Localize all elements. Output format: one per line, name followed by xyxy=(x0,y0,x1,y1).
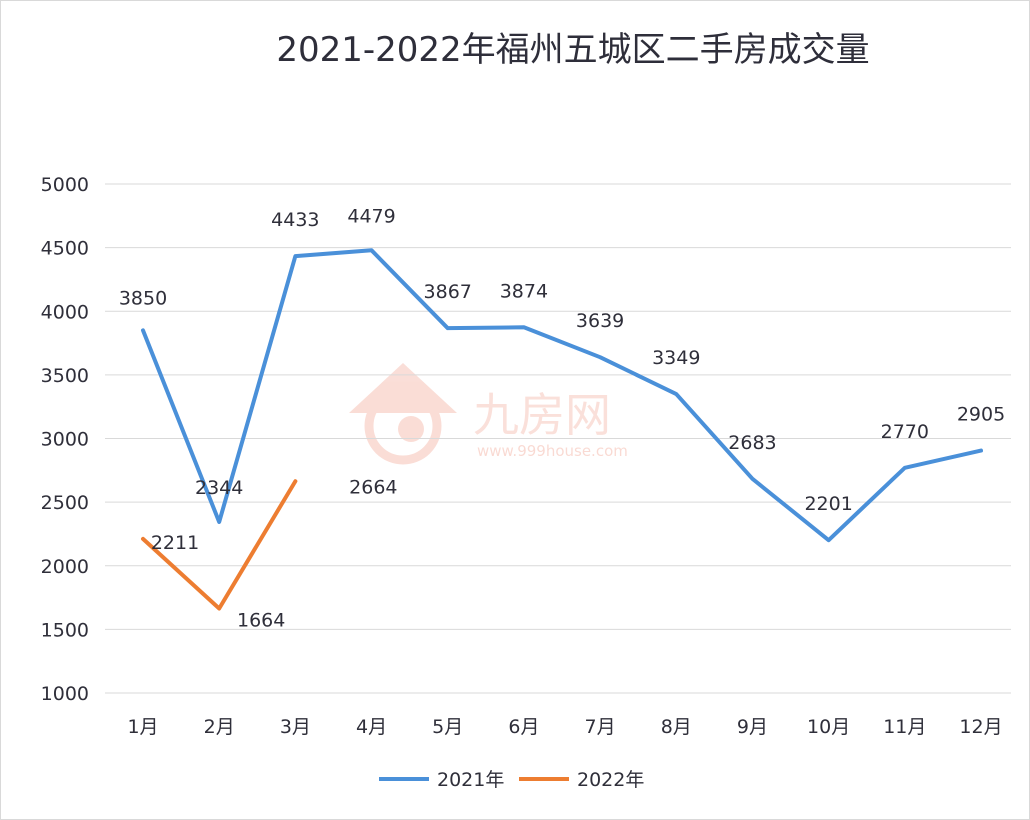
data-labels: 3850 2344 4433 4479 3867 3874 3639 3349 2683 2201… xyxy=(119,205,1005,631)
data-label: 3850 xyxy=(119,287,167,309)
data-label: 4479 xyxy=(347,205,395,227)
grid-lines xyxy=(105,183,1011,694)
x-tick-label: 2月 xyxy=(204,716,235,738)
y-tick-label: 4500 xyxy=(41,238,89,260)
x-tick-label: 9月 xyxy=(737,716,768,738)
y-tick-label: 1500 xyxy=(41,619,89,641)
data-label: 4433 xyxy=(271,209,319,231)
legend-label: 2021年 xyxy=(437,769,504,791)
series-line xyxy=(141,248,983,543)
house-logo-icon xyxy=(349,363,457,465)
y-tick-label: 4000 xyxy=(41,301,89,323)
data-label: 3867 xyxy=(424,281,472,303)
watermark-url: www.999house.com xyxy=(477,442,628,460)
y-axis: 1000 1500 2000 2500 3000 3500 4000 4500 5000 xyxy=(41,174,89,705)
data-label: 3349 xyxy=(652,347,700,369)
data-label: 3874 xyxy=(500,280,548,302)
x-tick-label: 10月 xyxy=(807,716,850,738)
x-tick-label: 12月 xyxy=(959,716,1002,738)
data-label: 2664 xyxy=(349,476,397,498)
y-tick-label: 3500 xyxy=(41,365,89,387)
data-label: 2201 xyxy=(804,493,852,515)
y-tick-label: 5000 xyxy=(41,174,89,196)
x-tick-label: 8月 xyxy=(661,716,692,738)
data-label: 2905 xyxy=(957,404,1005,426)
y-tick-label: 3000 xyxy=(41,429,89,451)
legend: 2021年 2022年 xyxy=(379,769,644,791)
x-tick-label: 11月 xyxy=(883,716,926,738)
data-label: 2770 xyxy=(881,421,929,443)
y-tick-label: 1000 xyxy=(41,683,89,705)
x-tick-label: 3月 xyxy=(280,716,311,738)
y-tick-label: 2500 xyxy=(41,492,89,514)
data-label: 2344 xyxy=(195,477,243,499)
data-label: 2211 xyxy=(151,532,199,554)
series-lines xyxy=(141,248,983,611)
x-tick-label: 1月 xyxy=(127,716,158,738)
data-label: 1664 xyxy=(237,610,285,632)
legend-label: 2022年 xyxy=(577,769,644,791)
x-tick-label: 7月 xyxy=(585,716,616,738)
watermark-brand: 九房网 xyxy=(473,388,611,442)
x-axis: 1月 2月 3月 4月 5月 6月 7月 8月 9月 10月 11月 12月 xyxy=(127,716,1002,738)
watermark: 九房网 www.999house.com xyxy=(349,363,628,465)
y-tick-label: 2000 xyxy=(41,556,89,578)
x-tick-label: 6月 xyxy=(508,716,539,738)
x-tick-label: 4月 xyxy=(356,716,387,738)
data-label: 3639 xyxy=(576,310,624,332)
x-tick-label: 5月 xyxy=(432,716,463,738)
chart-title: 2021-2022年福州五城区二手房成交量 xyxy=(276,30,869,70)
data-label: 2683 xyxy=(728,432,776,454)
